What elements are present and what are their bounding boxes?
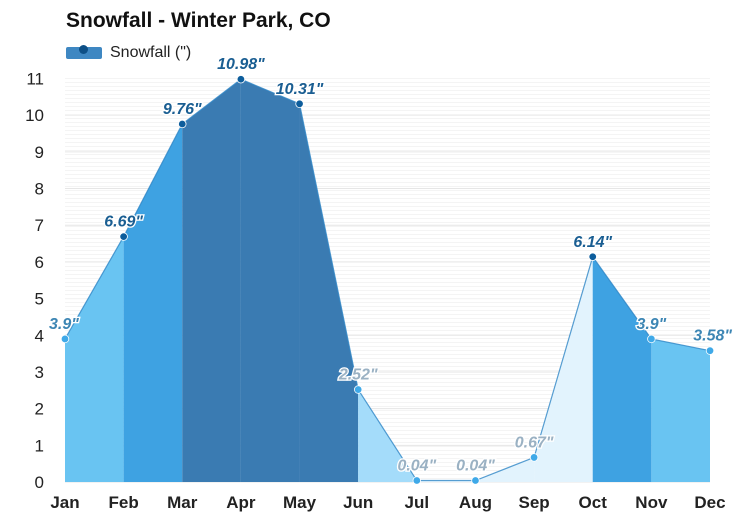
y-tick-label: 0 (35, 473, 44, 492)
y-tick-label: 8 (35, 180, 44, 199)
area-segment-nov (651, 338, 710, 482)
x-tick-label-feb: Feb (109, 493, 139, 512)
data-label-jul: 0.04" (397, 458, 436, 475)
data-point-jul (412, 476, 422, 485)
x-tick-label-apr: Apr (226, 493, 256, 512)
y-tick-label: 3 (35, 363, 44, 382)
data-label-feb: 6.69" (104, 214, 143, 231)
data-label-mar: 9.76" (163, 101, 202, 118)
data-point-apr (236, 75, 246, 84)
x-tick-label-jul: Jul (405, 493, 430, 512)
series-line (64, 78, 711, 482)
y-tick-label: 7 (35, 216, 44, 235)
data-point-sep (529, 453, 539, 462)
x-tick-label-mar: Mar (167, 493, 198, 512)
area-segment-sep (534, 256, 593, 482)
x-tick-label-sep: Sep (518, 493, 549, 512)
data-label-may: 10.31" (276, 81, 324, 98)
legend-marker (79, 45, 88, 54)
x-tick-label-may: May (283, 493, 317, 512)
x-tick-label-oct: Oct (579, 493, 608, 512)
area-segment-may (299, 103, 359, 482)
legend: Snowfall (") (66, 44, 191, 62)
data-point-oct (588, 252, 597, 261)
x-tick-label-aug: Aug (459, 493, 492, 512)
data-point-jun (353, 385, 363, 394)
data-point-mar (178, 119, 187, 129)
data-point-nov (647, 334, 656, 344)
area-segment-jan (65, 236, 124, 482)
data-point-jan (60, 334, 70, 344)
y-tick-label: 6 (35, 253, 44, 272)
y-tick-label: 1 (35, 436, 44, 455)
data-point-may (295, 99, 304, 109)
area-segment-mar (182, 79, 241, 482)
data-label-sep: 0.67" (515, 434, 554, 451)
area-segment-oct (592, 256, 652, 482)
legend-label: Snowfall (") (110, 44, 192, 61)
area-segment-apr (240, 79, 300, 482)
y-tick-label: 9 (35, 143, 44, 162)
y-tick-label: 4 (35, 326, 44, 345)
x-tick-label-nov: Nov (635, 493, 668, 512)
x-tick-label-jun: Jun (343, 493, 373, 512)
data-label-aug: 0.04" (456, 458, 495, 475)
y-tick-label: 10 (25, 106, 44, 125)
legend-swatch (66, 45, 102, 59)
x-tick-label-jan: Jan (50, 493, 79, 512)
data-point-dec (705, 346, 715, 355)
chart-title: Snowfall - Winter Park, CO (66, 9, 331, 32)
y-tick-label: 5 (35, 290, 44, 309)
area-segment-feb (123, 123, 183, 482)
data-point-aug (471, 476, 480, 485)
data-point-feb (119, 232, 128, 241)
data-label-dec: 3.58" (693, 328, 732, 345)
data-label-nov: 3.9" (636, 316, 666, 333)
data-label-apr: 10.98" (217, 56, 265, 73)
y-tick-label: 11 (26, 70, 44, 89)
data-label-oct: 6.14" (573, 234, 612, 251)
y-tick-label: 2 (35, 400, 44, 419)
data-label-jan: 3.9" (49, 316, 79, 333)
x-tick-label-dec: Dec (694, 493, 725, 512)
data-label-jun: 2.52" (338, 367, 378, 384)
